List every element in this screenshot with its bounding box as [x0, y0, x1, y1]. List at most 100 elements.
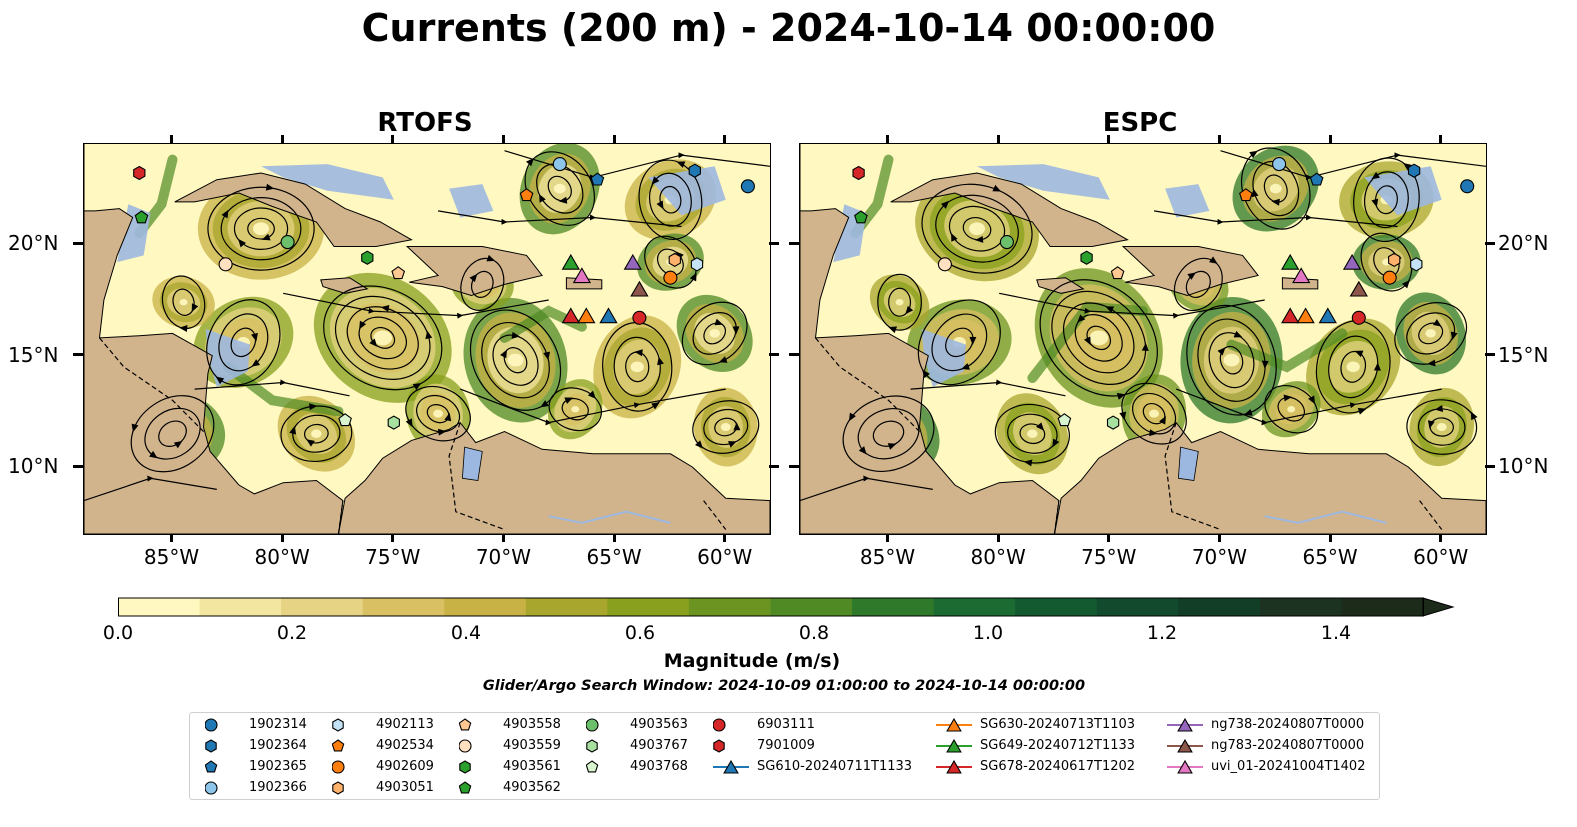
legend-label: 4903558	[503, 717, 561, 732]
marker-uvi_01-20241004T1402[interactable]	[572, 267, 592, 284]
triangle-marker-icon	[1167, 717, 1203, 732]
map-panel-espc[interactable]	[799, 143, 1487, 535]
circle-marker-icon	[713, 718, 726, 732]
platform-markers	[133, 157, 755, 430]
marker-4902113[interactable]	[690, 257, 704, 272]
hexagon-marker-icon	[332, 781, 344, 795]
marker-4903767[interactable]	[1106, 415, 1120, 430]
colorbar-segment	[770, 598, 853, 616]
marker-4902609[interactable]	[663, 270, 678, 285]
legend-label: 4903767	[630, 738, 688, 753]
marker-4903768[interactable]	[1057, 413, 1072, 427]
colorbar-segment	[525, 598, 608, 616]
legend-label: SG649-20240712T1133	[980, 738, 1136, 753]
marker-1902366[interactable]	[1272, 157, 1287, 172]
x-tick-label: 80°W	[970, 545, 1026, 569]
legend-label: 6903111	[757, 717, 815, 732]
marker-4902534[interactable]	[519, 188, 534, 202]
x-tick-mark	[1217, 135, 1221, 143]
marker-4903563[interactable]	[280, 235, 295, 250]
marker-ng783-20240807T0000[interactable]	[1349, 280, 1368, 297]
x-tick-mark	[886, 135, 890, 143]
marker-4903051[interactable]	[668, 252, 681, 268]
marker-1902366[interactable]	[552, 157, 567, 172]
marker-4903558[interactable]	[391, 266, 406, 280]
map-panel-rtofs[interactable]	[83, 143, 771, 535]
marker-1902314[interactable]	[740, 179, 755, 194]
marker-7901009[interactable]	[852, 165, 865, 181]
triangle-marker-icon	[936, 759, 972, 774]
x-tick-mark	[723, 135, 727, 143]
y-tick-mark	[1485, 464, 1495, 468]
marker-SG610-20240711T1133[interactable]	[599, 307, 618, 324]
marker-ng738-20240807T0000[interactable]	[1342, 253, 1362, 270]
pentagon-marker-icon	[205, 760, 218, 773]
marker-4903563[interactable]	[999, 235, 1014, 250]
marker-4902534[interactable]	[1239, 188, 1253, 202]
marker-4903051[interactable]	[1388, 252, 1401, 268]
x-tick-mark	[723, 534, 727, 542]
y-tick-mark	[1485, 353, 1495, 357]
colorbar-label: Magnitude (m/s)	[663, 650, 841, 672]
x-tick-mark	[280, 135, 284, 143]
x-tick-label: 65°W	[586, 545, 642, 569]
marker-7901009[interactable]	[133, 165, 146, 181]
colorbar-tick-label: 0.6	[624, 622, 656, 644]
marker-6903111[interactable]	[1351, 310, 1366, 325]
marker-4903562[interactable]	[134, 210, 149, 224]
marker-SG630-20240713T1103[interactable]	[577, 307, 596, 324]
x-tick-mark	[996, 534, 1000, 542]
marker-SG678-20240617T1202[interactable]	[1281, 307, 1300, 324]
marker-SG678-20240617T1202[interactable]	[561, 307, 580, 324]
colorbar-tick-label: 0.2	[276, 622, 308, 644]
marker-4903562[interactable]	[854, 210, 868, 224]
marker-4903767[interactable]	[387, 415, 400, 430]
marker-4903561[interactable]	[361, 250, 374, 265]
marker-4903559[interactable]	[937, 257, 952, 272]
colorbar-segment	[1178, 598, 1261, 616]
y-tick-label-left: 10°N	[8, 454, 59, 479]
y-tick-mark	[769, 241, 779, 245]
colorbar-segment	[933, 598, 1016, 616]
marker-1902365[interactable]	[590, 172, 605, 186]
colorbar-tick-label: 0.0	[102, 622, 134, 644]
marker-uvi_01-20241004T1402[interactable]	[1292, 267, 1311, 284]
circle-marker-icon	[205, 781, 218, 795]
x-tick-mark	[996, 135, 1000, 143]
x-tick-label: 85°W	[859, 545, 916, 569]
circle-marker-icon	[332, 760, 345, 774]
colorbar-segment	[362, 598, 445, 616]
x-tick-label: 70°W	[1191, 545, 1248, 569]
marker-4902609[interactable]	[1382, 270, 1397, 285]
marker-ng783-20240807T0000[interactable]	[630, 280, 649, 297]
colorbar-tick-label: 0.4	[450, 622, 482, 644]
marker-4903561[interactable]	[1080, 250, 1093, 265]
marker-1902365[interactable]	[1309, 172, 1324, 186]
marker-1902314[interactable]	[1460, 179, 1475, 194]
streamlines	[800, 147, 1486, 502]
marker-SG610-20240711T1133[interactable]	[1318, 307, 1337, 324]
marker-1902364[interactable]	[1407, 163, 1421, 178]
marker-4903559[interactable]	[218, 257, 233, 272]
legend-label: 4903768	[630, 759, 688, 774]
marker-4902113[interactable]	[1410, 257, 1423, 272]
hexagon-marker-icon	[713, 739, 725, 753]
y-tick-mark	[769, 464, 779, 468]
marker-4903768[interactable]	[338, 413, 352, 427]
hexagon-marker-icon	[586, 739, 598, 753]
y-tick-mark	[789, 241, 799, 245]
legend-label: 1902365	[249, 759, 307, 774]
colorbar-segment	[199, 598, 282, 616]
legend-label: 4903561	[503, 759, 561, 774]
marker-ng738-20240807T0000[interactable]	[623, 253, 642, 270]
marker-SG649-20240712T1133[interactable]	[1281, 253, 1300, 270]
legend-label: 4902534	[376, 738, 434, 753]
marker-SG649-20240712T1133[interactable]	[561, 253, 580, 270]
colorbar-segment	[607, 598, 690, 616]
marker-4903558[interactable]	[1110, 266, 1125, 280]
legend-label: 1902364	[249, 738, 307, 753]
marker-SG630-20240713T1103[interactable]	[1296, 307, 1315, 324]
marker-1902364[interactable]	[688, 163, 701, 178]
marker-6903111[interactable]	[632, 310, 647, 325]
colorbar-extend-arrow	[1422, 597, 1455, 617]
